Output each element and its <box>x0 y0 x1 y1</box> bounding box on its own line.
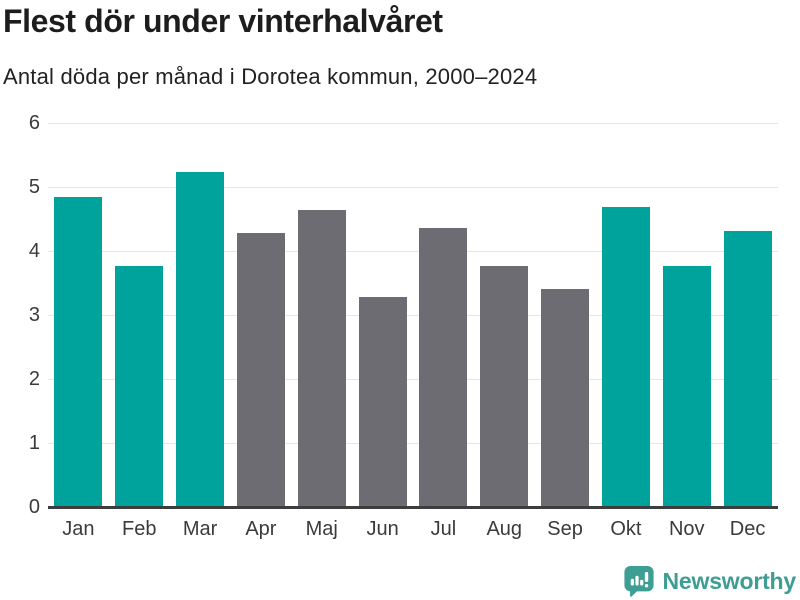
x-tick-label-sep: Sep <box>547 518 583 540</box>
x-tick-label-jan: Jan <box>62 518 95 540</box>
gridline-2 <box>48 378 778 380</box>
newsworthy-logo-icon <box>623 565 654 597</box>
bar-maj <box>297 210 346 507</box>
y-tick-label-4: 4 <box>28 240 40 262</box>
bar-jul <box>419 227 468 507</box>
bar-feb <box>115 266 164 507</box>
x-axis-baseline <box>48 505 778 509</box>
y-tick-label-0: 0 <box>28 496 40 518</box>
bar-okt <box>601 207 650 507</box>
bar-dec <box>723 230 772 507</box>
chart-subtitle: Antal döda per månad i Dorotea kommun, 2… <box>3 64 538 89</box>
x-tick-label-apr: Apr <box>245 518 277 540</box>
bar-apr <box>236 233 285 507</box>
x-tick-label-feb: Feb <box>122 518 157 540</box>
gridline-5 <box>48 186 778 188</box>
bar-mar <box>176 171 225 507</box>
x-tick-label-maj: Maj <box>305 518 338 540</box>
x-tick-label-jun: Jun <box>366 518 399 540</box>
x-tick-label-jul: Jul <box>430 518 457 540</box>
gridline-4 <box>48 250 778 252</box>
chart-title: Flest dör under vinterhalvåret <box>3 3 443 39</box>
x-tick-label-mar: Mar <box>182 518 218 540</box>
x-tick-label-okt: Okt <box>610 518 642 540</box>
bar-sep <box>541 289 590 507</box>
gridline-6 <box>48 122 778 124</box>
x-tick-label-aug: Aug <box>486 518 523 540</box>
x-tick-label-nov: Nov <box>668 518 705 540</box>
bar-jan <box>54 197 103 507</box>
bar-aug <box>480 266 529 507</box>
bar-nov <box>662 266 711 507</box>
gridline-3 <box>48 314 778 316</box>
brand-name: Newsworthy <box>662 568 797 594</box>
y-tick-label-5: 5 <box>28 176 40 198</box>
x-tick-label-dec: Dec <box>729 518 766 540</box>
y-tick-label-1: 1 <box>28 432 40 454</box>
brand-footer: Newsworthy <box>623 565 796 598</box>
y-tick-label-3: 3 <box>28 304 40 326</box>
y-tick-label-2: 2 <box>28 368 40 390</box>
gridline-1 <box>48 442 778 444</box>
y-tick-label-6: 6 <box>28 112 40 134</box>
bar-jun <box>358 297 407 507</box>
